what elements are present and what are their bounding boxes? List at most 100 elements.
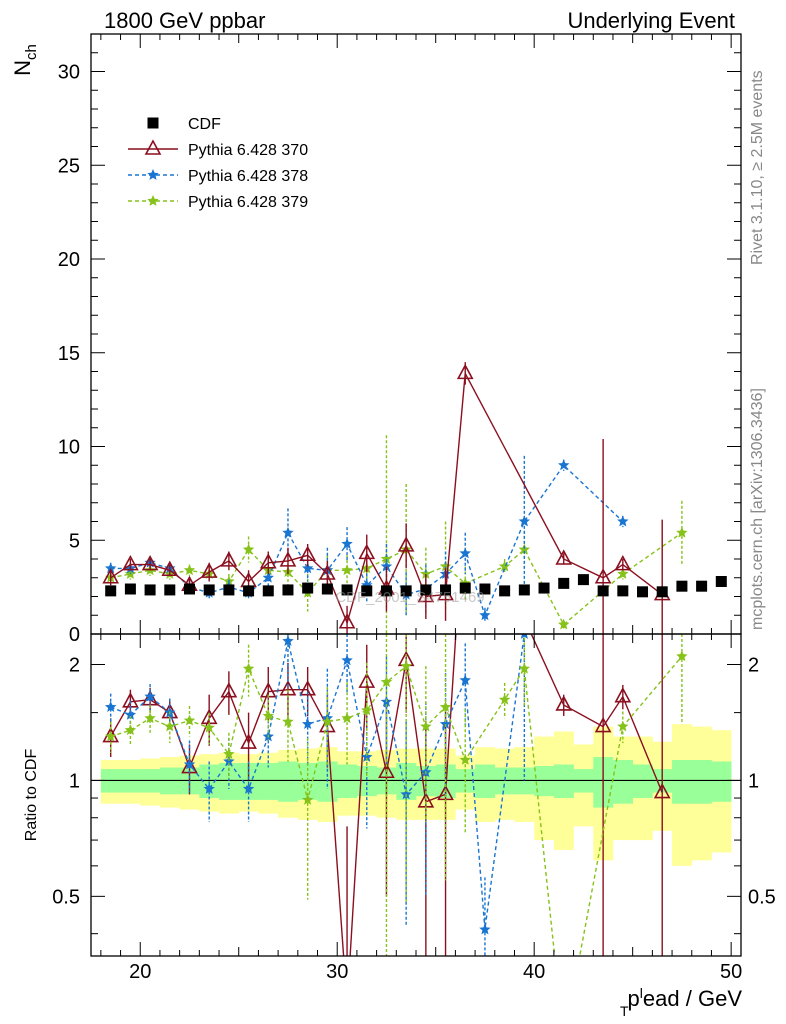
ratio-plot-data — [91, 481, 741, 956]
data-point-cdf — [597, 585, 609, 597]
x-tick-label: 20 — [129, 961, 151, 983]
data-point — [102, 568, 120, 584]
data-point-cdf — [164, 584, 176, 596]
band-inner — [711, 761, 732, 802]
data-point — [397, 536, 415, 552]
ratio-clip-group — [91, 481, 741, 956]
data-point — [183, 758, 196, 770]
data-point — [518, 662, 530, 674]
data-point — [220, 551, 238, 567]
data-point — [380, 560, 393, 572]
legend-marker — [147, 169, 159, 180]
band-inner — [475, 764, 496, 799]
data-point-cdf — [637, 586, 649, 598]
main-y-tick-label: 15 — [58, 343, 80, 365]
data-point — [676, 650, 688, 662]
data-point — [302, 793, 314, 805]
data-point — [105, 562, 117, 574]
x-axis-label: plead / GeV T — [620, 985, 742, 1019]
data-point-cdf — [203, 584, 215, 596]
band-inner — [534, 766, 555, 797]
data-point-cdf — [440, 584, 452, 596]
band-inner — [632, 764, 653, 799]
series-line — [110, 655, 683, 956]
data-point-cdf — [361, 585, 373, 597]
data-point-cdf — [124, 583, 136, 595]
data-point — [558, 618, 570, 630]
main-clip-group — [102, 362, 727, 634]
main-y-tick-label: 0 — [69, 624, 80, 646]
data-point — [341, 538, 353, 549]
data-point — [594, 716, 612, 733]
data-point — [242, 543, 255, 555]
data-point — [555, 695, 573, 711]
band-inner — [612, 759, 633, 804]
plot-frames: 20 30 40 50 0 5 10 15 20 25 30 0.5 0.5 1 1 2 2 — [52, 33, 776, 983]
ratio-y-tick-label-left: 0.5 — [52, 886, 80, 908]
data-point-cdf — [321, 583, 333, 595]
band-inner — [278, 761, 299, 802]
data-point — [124, 724, 137, 736]
data-point — [520, 634, 528, 639]
data-point — [164, 720, 176, 732]
legend-label: Pythia 6.428 370 — [188, 142, 308, 159]
data-point — [400, 788, 412, 800]
svg-text:Nch: Nch — [10, 44, 40, 76]
data-point — [141, 554, 159, 571]
data-point — [242, 783, 255, 794]
data-point — [400, 660, 412, 671]
data-point — [459, 547, 471, 559]
data-point — [617, 568, 629, 579]
ratio-y-tick-label-left: 1 — [69, 770, 80, 792]
data-point-cdf — [223, 584, 235, 596]
xlabel-sub: T — [620, 1003, 629, 1019]
data-point — [220, 681, 238, 698]
xlabel-main: p — [628, 986, 640, 1011]
legend-label: Pythia 6.428 379 — [188, 194, 308, 211]
data-point — [124, 708, 137, 720]
band-inner — [199, 764, 220, 799]
data-point-cdf — [144, 584, 156, 596]
data-point — [321, 715, 334, 727]
x-tick-label: 50 — [720, 961, 742, 983]
data-point — [498, 693, 511, 705]
data-point-cdf — [499, 585, 511, 597]
legend-marker — [147, 195, 159, 206]
data-point-cdf — [420, 584, 432, 596]
data-point — [105, 701, 117, 712]
band-inner — [258, 762, 279, 800]
watermark: CDF_2001_S4751469 — [335, 589, 484, 606]
data-point — [420, 568, 432, 579]
data-point — [458, 481, 472, 494]
legend-marker — [144, 139, 162, 155]
data-point-cdf — [380, 585, 392, 597]
data-point-cdf — [183, 583, 195, 595]
data-point — [558, 459, 570, 471]
band-inner — [672, 759, 693, 804]
band-inner — [238, 762, 259, 800]
data-point-cdf — [282, 584, 294, 596]
data-point — [358, 672, 376, 688]
data-point — [676, 526, 688, 538]
data-point — [223, 755, 235, 767]
data-point-cdf — [341, 584, 353, 596]
data-point — [479, 923, 491, 935]
data-point — [161, 560, 179, 577]
data-point — [144, 712, 156, 724]
data-point — [299, 545, 317, 562]
data-point — [341, 564, 353, 576]
data-point — [282, 635, 294, 646]
data-point — [203, 721, 215, 733]
data-point — [498, 560, 511, 572]
data-point — [617, 615, 628, 626]
data-point — [282, 715, 294, 727]
ratio-y-tick-label-right: 2 — [748, 654, 759, 676]
data-point — [259, 553, 277, 569]
data-point — [240, 733, 257, 749]
data-point — [439, 718, 452, 729]
data-point-cdf — [558, 577, 570, 589]
main-y-tick-label: 5 — [69, 530, 80, 552]
data-point — [302, 562, 314, 574]
main-y-tick-label: 10 — [58, 437, 80, 459]
data-point — [459, 674, 471, 686]
